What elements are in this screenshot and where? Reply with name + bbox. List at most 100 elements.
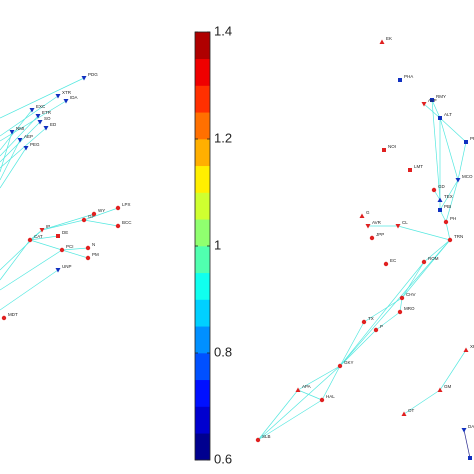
- node-label: NMI: [16, 126, 24, 131]
- edge: [0, 229, 43, 271]
- node: [365, 224, 371, 229]
- edge: [0, 239, 31, 281]
- edge: [431, 99, 441, 119]
- node: [27, 237, 33, 243]
- colorbar-band: [195, 139, 210, 167]
- colorbar-band: [195, 219, 210, 247]
- node: [85, 255, 91, 261]
- edge: [0, 131, 13, 173]
- colorbar-band: [195, 32, 210, 60]
- node: [56, 234, 60, 238]
- edge: [297, 365, 341, 391]
- node: [59, 247, 65, 253]
- node: [383, 261, 389, 267]
- node-label: GP: [88, 214, 95, 219]
- node-label: AEP: [24, 134, 33, 139]
- node-label: PDG: [88, 72, 98, 77]
- node-label: SLB: [262, 434, 271, 439]
- edge: [439, 117, 459, 181]
- node-label: N: [92, 242, 95, 247]
- node-label: TRN: [454, 234, 463, 239]
- node-label: EC: [390, 258, 397, 263]
- colorbar-band: [195, 246, 210, 274]
- node-label: MDT: [8, 312, 18, 317]
- node: [421, 259, 427, 265]
- node-label: HAL: [326, 394, 335, 399]
- edge: [339, 239, 451, 367]
- edge: [29, 239, 63, 251]
- colorbar-band: [195, 165, 210, 193]
- node: [447, 237, 453, 243]
- edge: [257, 365, 341, 441]
- node: [401, 411, 407, 416]
- node: [17, 138, 23, 143]
- edge: [401, 261, 425, 299]
- colorbar-band: [195, 353, 210, 381]
- node-label: PPY: [470, 136, 474, 141]
- node-label: LMT: [414, 164, 423, 169]
- edge: [0, 139, 21, 181]
- edge: [445, 221, 451, 241]
- node-label: SO: [44, 116, 51, 121]
- node: [43, 126, 49, 131]
- edge: [457, 141, 467, 181]
- node: [437, 197, 443, 202]
- edge: [321, 365, 341, 401]
- node-label: MRO: [404, 306, 415, 311]
- node: [23, 146, 29, 151]
- node: [55, 268, 61, 273]
- colorbar-band: [195, 192, 210, 220]
- node-label: ETR: [42, 110, 52, 115]
- node-label: OT: [408, 408, 415, 413]
- node-label: TX: [368, 316, 374, 321]
- node: [395, 224, 401, 229]
- edge: [339, 321, 365, 367]
- edge: [463, 429, 471, 459]
- edge: [439, 349, 467, 391]
- node: [455, 178, 461, 183]
- edge: [397, 225, 451, 241]
- edge: [61, 247, 89, 251]
- edge: [423, 239, 451, 263]
- edge: [0, 269, 59, 311]
- node: [63, 99, 69, 104]
- edge: [0, 109, 33, 151]
- node: [295, 387, 301, 392]
- node: [81, 76, 87, 81]
- node: [115, 205, 121, 211]
- edge: [375, 311, 401, 331]
- edge: [297, 389, 323, 401]
- node-label: ALT: [444, 112, 452, 117]
- node: [1, 315, 7, 321]
- node-label: PCI: [66, 244, 74, 249]
- node-label: P: [380, 324, 383, 329]
- node-label: AVR: [372, 220, 382, 225]
- node: [9, 130, 15, 135]
- edge: [439, 117, 467, 143]
- colorbar-band: [195, 58, 210, 86]
- edge: [339, 329, 377, 367]
- node: [55, 94, 61, 99]
- node-label: PH: [450, 216, 456, 221]
- node: [430, 98, 434, 102]
- node: [437, 387, 443, 392]
- node: [461, 428, 467, 433]
- node-label: WY: [98, 208, 105, 213]
- node-label: ROM: [428, 256, 439, 261]
- node-label: MCO: [462, 174, 473, 179]
- colorbar-tick-label: 0.8: [214, 344, 232, 359]
- colorbar-band: [195, 112, 210, 140]
- node: [39, 228, 45, 233]
- colorbar-band: [195, 406, 210, 434]
- node: [468, 456, 472, 460]
- node: [369, 235, 375, 241]
- edge: [431, 99, 441, 201]
- edge: [0, 147, 27, 189]
- node-label: NOI: [388, 144, 396, 149]
- node-label: DAL: [468, 424, 474, 429]
- node-label: CAT: [34, 234, 43, 239]
- node: [443, 219, 449, 225]
- edge: [439, 179, 459, 211]
- node: [438, 116, 442, 120]
- node: [81, 217, 87, 223]
